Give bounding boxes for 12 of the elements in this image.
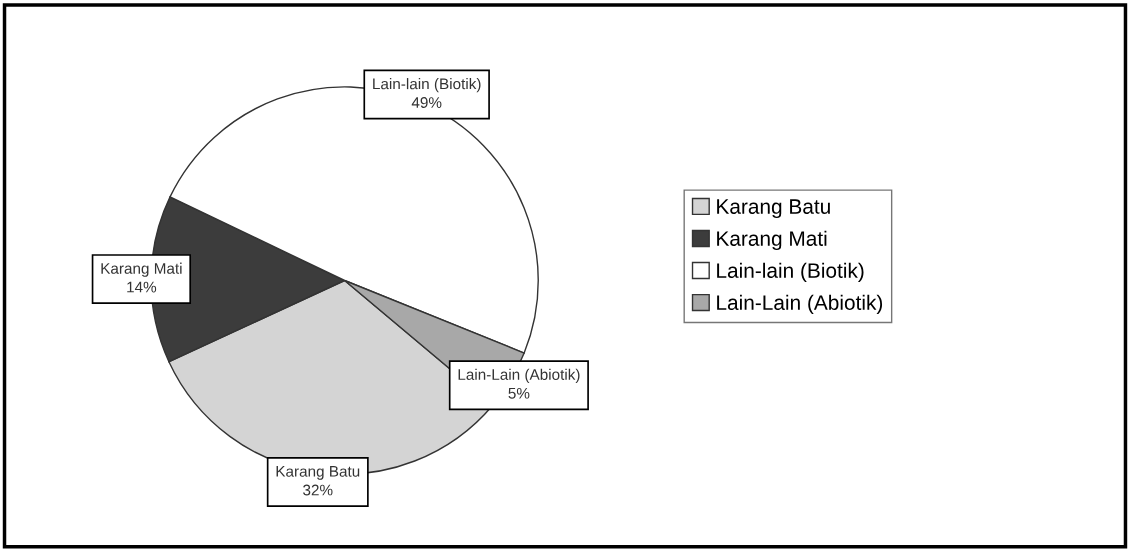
slice-label: Lain-Lain (Abiotik)	[458, 368, 580, 383]
data-label: 32%	[303, 484, 333, 496]
legend-label: Lain-Lain (Abiotik)	[717, 294, 883, 315]
legend-label: Karang Mati	[717, 230, 827, 251]
slice-label: Karang Mati	[101, 262, 182, 277]
slice-label: Karang Batu	[276, 466, 360, 480]
data-label: 49%	[411, 97, 442, 108]
legend-label: Karang Batu	[717, 199, 830, 219]
legend-label: Lain-lain (Biotik)	[717, 262, 864, 283]
data-label: 5%	[508, 387, 530, 399]
data-label: 14%	[127, 281, 157, 293]
slice-label: Lain-lain (Biotik)	[373, 78, 481, 93]
